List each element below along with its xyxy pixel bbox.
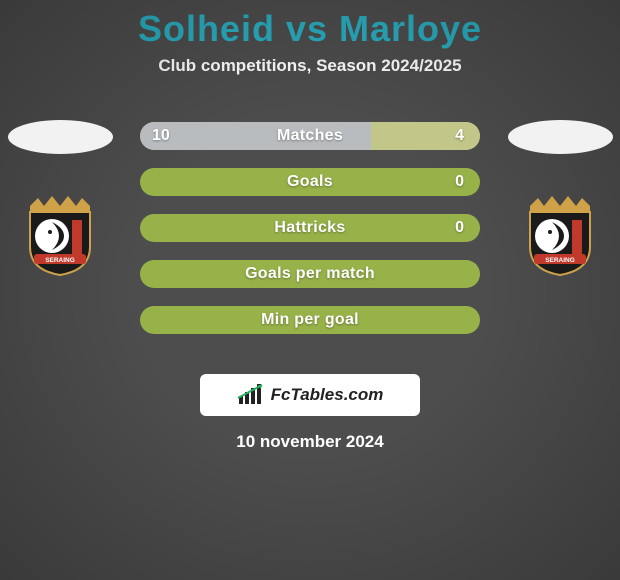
footer-area: FcTables.com 10 november 2024 [0, 350, 620, 452]
fctables-bars-icon [237, 384, 265, 406]
stat-bar-label: Hattricks [274, 219, 345, 237]
stat-bar-row: Goals 0 [140, 168, 480, 196]
crest-lion-eye [548, 230, 552, 234]
crest-lion-eye [48, 230, 52, 234]
stat-bar-row: Hattricks 0 [140, 214, 480, 242]
stat-bar-label: Goals per match [245, 265, 375, 283]
crest-red-stripe [72, 220, 82, 254]
page-title: Solheid vs Marloye [0, 8, 620, 50]
stat-bar-label: Goals [287, 173, 333, 191]
fctables-logo-box: FcTables.com [200, 374, 420, 416]
stat-bar-value-right: 4 [455, 127, 464, 145]
stat-bar-label: Min per goal [261, 311, 359, 329]
left-player-avatar-placeholder [8, 120, 113, 154]
stat-bar-value-right: 0 [455, 219, 464, 237]
fctables-logo-text: FcTables.com [271, 385, 384, 405]
crest-svg: SERAING [10, 192, 110, 277]
right-player-column: SERAING [500, 120, 620, 277]
stat-bar-row: Min per goal [140, 306, 480, 334]
crest-crown [530, 196, 590, 212]
page-subtitle: Club competitions, Season 2024/2025 [0, 56, 620, 76]
left-player-column: SERAING [0, 120, 120, 277]
crest-crown [30, 196, 90, 212]
stat-bar-row: Goals per match [140, 260, 480, 288]
right-player-avatar-placeholder [508, 120, 613, 154]
crest-banner-text: SERAING [45, 257, 75, 264]
right-team-crest: SERAING [510, 192, 610, 277]
stat-bar-label: Matches [277, 127, 343, 145]
left-team-crest: SERAING [10, 192, 110, 277]
crest-banner-text: SERAING [545, 257, 575, 264]
stat-bar-value-right: 0 [455, 173, 464, 191]
snapshot-date: 10 november 2024 [0, 432, 620, 452]
stat-bar-row: Matches 10 4 [140, 122, 480, 150]
crest-svg: SERAING [510, 192, 610, 277]
stat-bar-value-left: 10 [152, 127, 170, 145]
stat-bars-container: Matches 10 4 Goals 0 Hattricks 0 Goals per matc… [140, 122, 480, 334]
crest-red-stripe [572, 220, 582, 254]
